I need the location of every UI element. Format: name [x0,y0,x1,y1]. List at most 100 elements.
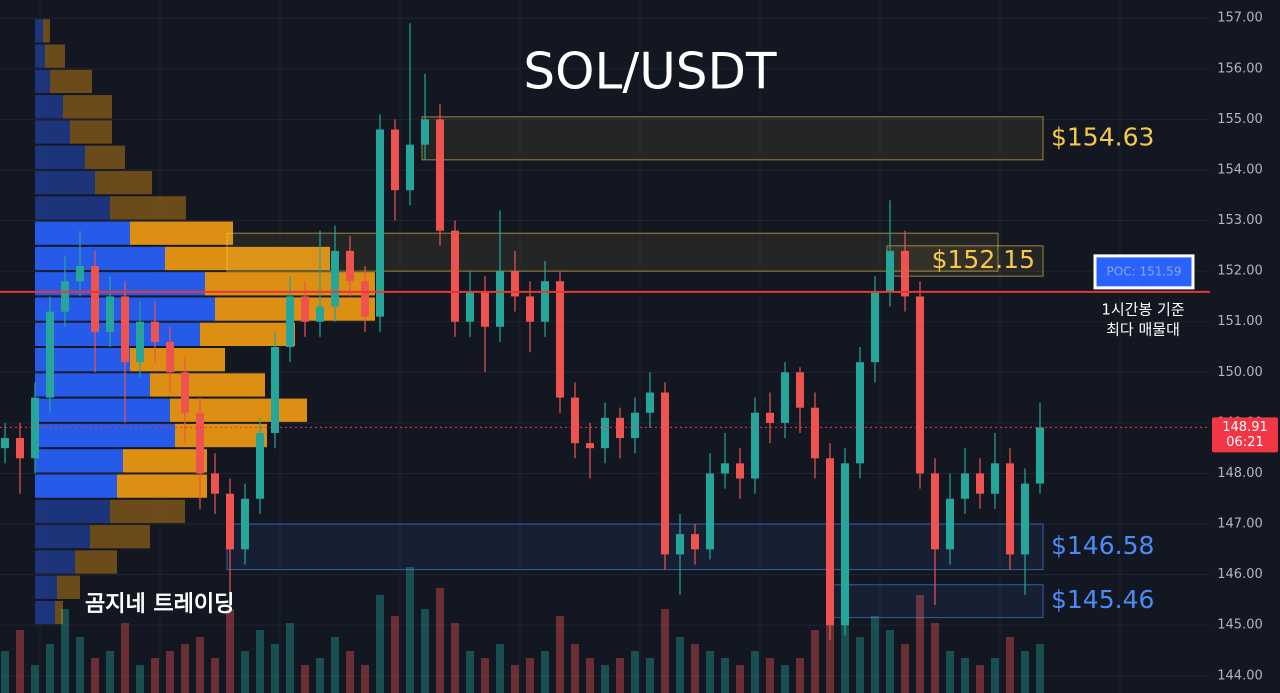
profile-buy [35,246,165,271]
candle-body [511,271,519,297]
profile-buy [35,449,123,473]
profile-buy [35,499,110,524]
candle-body [541,281,549,322]
candle-body [721,463,729,474]
profile-sell [75,550,117,574]
candle-body [376,129,384,317]
volume-bar [316,658,324,693]
volume-bar [301,665,309,693]
volume-bar [766,658,774,693]
profile-buy [35,575,57,599]
poc-box [1093,254,1195,290]
y-tick-label: 147.00 [1217,517,1263,532]
volume-bar [706,651,714,693]
candle-body [556,281,564,398]
profile-sell [165,246,330,271]
zone-label: $145.46 [1051,585,1154,614]
volume-bar [211,658,219,693]
poc-label: POC: 151.59 [1107,264,1182,278]
volume-bar [796,658,804,693]
candle-body [631,412,639,439]
volume-bar [331,637,339,693]
candle-body [301,296,309,322]
profile-sell [95,170,152,195]
candle-body [781,372,789,423]
volume-bar [121,623,129,693]
volume-bar [751,651,759,693]
candle-body [1006,463,1014,555]
profile-buy [35,95,63,119]
zone [226,523,1044,571]
poc-note: 최다 매물대 [1106,320,1180,338]
volume-bar [811,630,819,693]
profile-sell [43,19,50,43]
volume-bar [46,644,54,693]
volume-bar [226,609,234,693]
candle-body [1036,427,1044,484]
volume-bar [256,630,264,693]
profile-sell [110,499,185,524]
profile-sell [85,145,125,169]
candle-body [316,306,324,322]
volume-bar [391,616,399,693]
volume-bar [451,623,459,693]
watermark: 곰지네 트레이딩 [85,592,234,617]
candle-body [946,498,954,550]
volume-bar [571,644,579,693]
candle-body [121,296,129,363]
candle-body [796,372,804,408]
candle-body [931,473,939,550]
profile-buy [35,474,117,498]
volume-bar [421,609,429,693]
y-tick-label: 146.00 [1217,567,1263,582]
candle-body [691,534,699,550]
candle-body [346,250,354,282]
candle-body [961,473,969,499]
profile-sell [117,474,207,498]
volume-bar [1021,651,1029,693]
y-tick-label: 154.00 [1217,162,1263,177]
profile-buy [35,600,55,625]
volume-bar [481,658,489,693]
profile-sell [200,322,295,347]
profile-sell [70,120,112,144]
zone-label: $146.58 [1051,531,1154,560]
volume-bar [91,658,99,693]
y-tick-label: 157.00 [1217,11,1263,26]
candle-body [271,347,279,433]
volume-bar [601,665,609,693]
profile-sell [130,221,233,245]
profile-buy [35,145,85,169]
volume-bar [541,651,549,693]
volume-bar [691,644,699,693]
volume-bar [151,658,159,693]
profile-sell [215,297,375,321]
profile-sell [123,449,207,473]
candle-body [496,271,504,327]
profile-buy [35,120,70,144]
volume-bar [976,665,984,693]
volume-bar [901,644,909,693]
volume-bar [346,651,354,693]
y-tick-label: 148.00 [1217,466,1263,481]
candle-body [61,281,69,312]
candle-body [676,534,684,555]
volume-bar [286,623,294,693]
candle-body [196,412,204,474]
profile-sell [90,525,150,549]
volume-bar [676,637,684,693]
volume-bar [361,665,369,693]
profile-buy [35,196,110,220]
candle-body [886,250,894,292]
volume-bar [916,595,924,693]
volume-bar [1,651,9,693]
profile-sell [110,196,186,220]
volume-bar [781,665,789,693]
profile-buy [35,322,200,347]
volume-bar [616,658,624,693]
volume-bar [856,637,864,693]
volume-bar [961,658,969,693]
profile-buy [35,525,90,549]
candle-body [31,397,39,459]
zone [226,232,999,272]
